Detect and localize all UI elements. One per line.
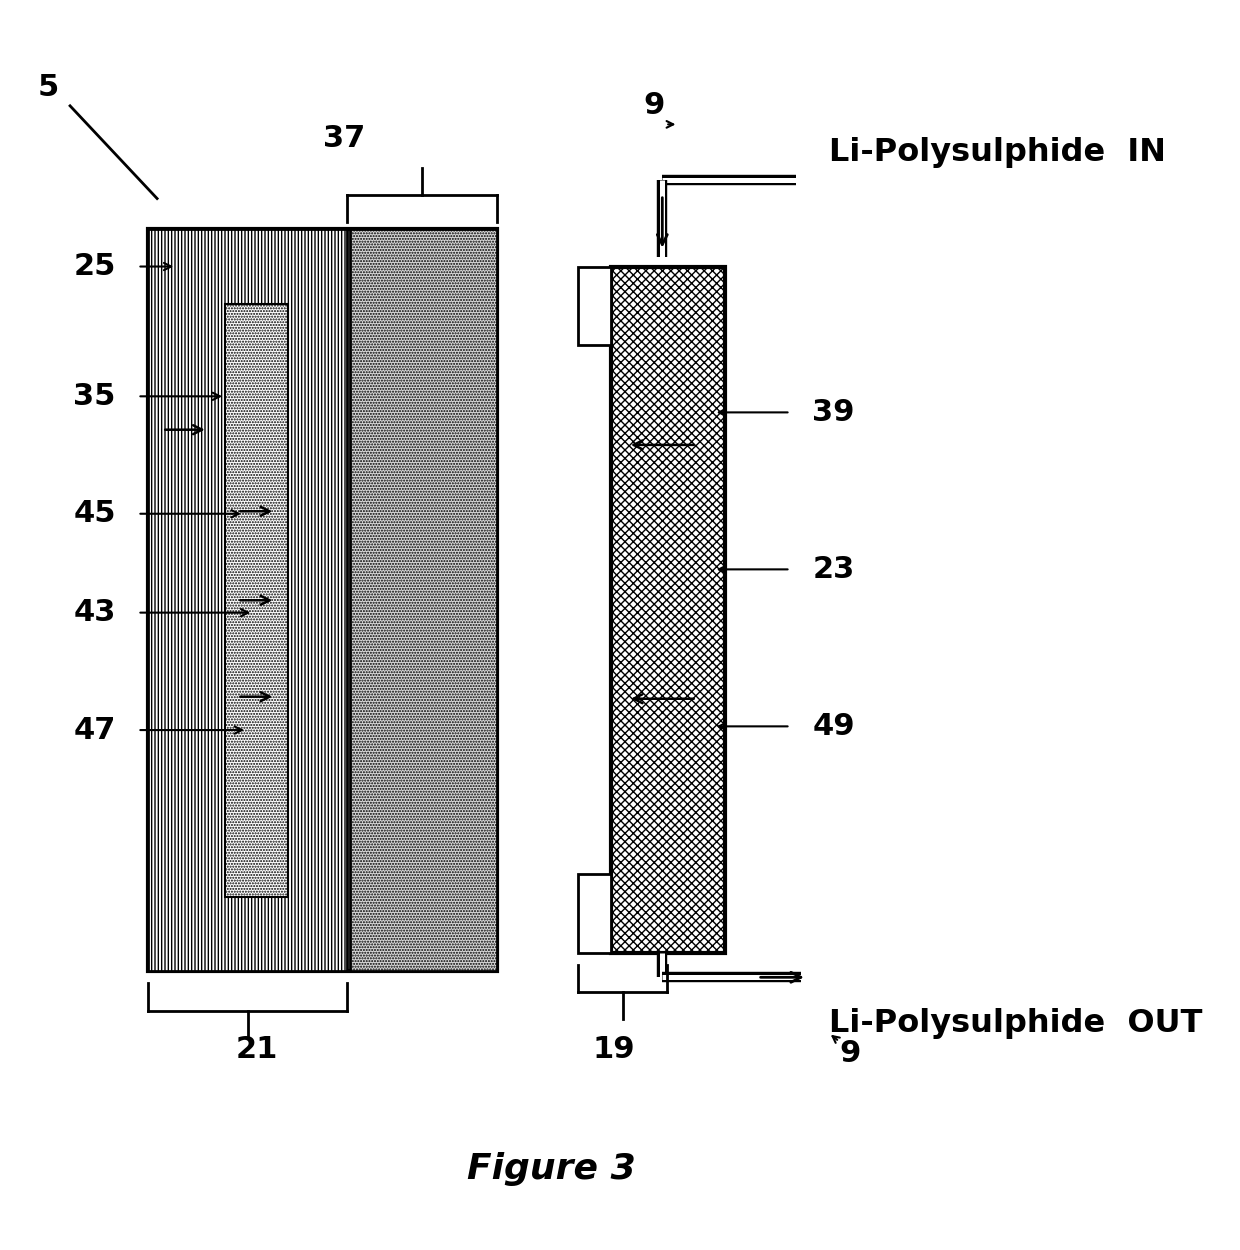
Text: 43: 43 [73, 599, 115, 628]
Text: 25: 25 [73, 253, 115, 281]
Text: 37: 37 [324, 124, 366, 152]
Text: 9: 9 [839, 1040, 861, 1069]
Text: Li-Polysulphide  OUT: Li-Polysulphide OUT [828, 1008, 1202, 1039]
Bar [149, 230, 347, 971]
Text: 47: 47 [73, 715, 115, 745]
Text: 9: 9 [644, 91, 665, 120]
Bar [351, 230, 497, 971]
Text: 19: 19 [593, 1035, 635, 1065]
Bar [149, 230, 497, 971]
Text: Li-Polysulphide  IN: Li-Polysulphide IN [828, 138, 1166, 169]
Text: 21: 21 [236, 1035, 279, 1065]
Bar [578, 874, 611, 953]
Text: 39: 39 [812, 398, 854, 428]
Bar [578, 266, 611, 345]
Bar [224, 304, 288, 898]
Text: 23: 23 [812, 555, 854, 584]
Text: 49: 49 [812, 711, 854, 741]
Text: 45: 45 [73, 499, 115, 529]
Text: Figure 3: Figure 3 [466, 1152, 635, 1186]
Text: 5: 5 [37, 72, 60, 101]
Text: 35: 35 [73, 381, 115, 411]
Bar [611, 266, 725, 952]
